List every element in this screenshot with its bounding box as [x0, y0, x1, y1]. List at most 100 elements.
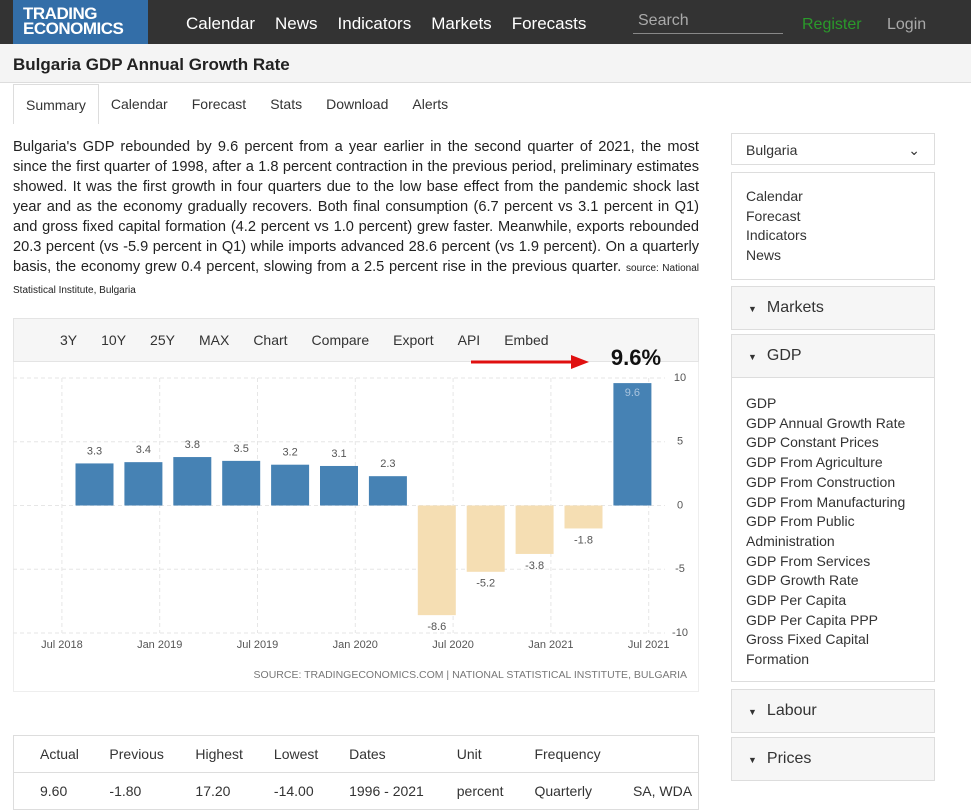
cell: -14.00 — [273, 783, 314, 799]
bar — [173, 457, 212, 506]
bar — [222, 460, 261, 506]
tab[interactable]: Download — [326, 96, 389, 112]
tab[interactable]: Forecast — [191, 96, 247, 112]
cell: 1996 - 2021 — [349, 783, 424, 799]
header-cell: Unit — [456, 746, 482, 762]
menu-item[interactable]: Markets — [431, 14, 492, 33]
toolbar-button[interactable]: 3Y — [60, 332, 78, 348]
bar — [613, 383, 652, 506]
toolbar-button[interactable]: Chart — [253, 332, 288, 348]
cell: SA, WDA — [632, 783, 693, 799]
gdp-link[interactable]: GDP From Public Administration — [746, 513, 855, 549]
gdp-link[interactable]: GDP Constant Prices — [746, 434, 879, 451]
x-tick-label: Jan 2020 — [333, 639, 378, 651]
menu-item[interactable]: Forecasts — [511, 14, 587, 33]
x-tick-label: Jul 2018 — [41, 639, 83, 651]
header-cell: Frequency — [534, 746, 601, 762]
data-row: 9.60 -1.80 17.20 -14.00 1996 - 2021 percent Qu… — [14, 773, 699, 810]
menu-item[interactable]: News — [275, 14, 318, 33]
bar — [564, 505, 603, 529]
register[interactable]: Register — [802, 16, 862, 33]
data-label: 3.3 — [87, 445, 102, 457]
bar — [271, 464, 310, 506]
tab[interactable]: Summary — [13, 84, 99, 124]
side-link[interactable]: News — [746, 247, 782, 264]
summary: Bulgaria's GDP rebounded by 9.6 percent … — [13, 137, 699, 301]
chevron: ⌄ — [908, 142, 920, 158]
cell: Quarterly — [534, 783, 593, 799]
data-label: 3.8 — [185, 439, 200, 451]
gdp-link[interactable]: GDP From Services — [746, 552, 871, 569]
header-cell — [607, 736, 699, 773]
bar — [515, 505, 554, 554]
toolbar-button[interactable]: API — [457, 332, 481, 348]
side-link[interactable]: Calendar — [746, 188, 803, 204]
y-tick-label: 10 — [674, 372, 686, 384]
gdp-link[interactable]: GDP Per Capita — [746, 592, 847, 609]
toolbar-button[interactable]: MAX — [198, 332, 230, 348]
section-header[interactable]: ▼ Markets — [731, 286, 935, 330]
side-links: Calendar Forecast Indicators News — [731, 172, 935, 280]
data-label: -1.8 — [574, 534, 593, 546]
tab[interactable]: Alerts — [412, 96, 449, 112]
section-title: Labour — [766, 702, 817, 719]
bar — [466, 505, 505, 572]
gdp-link[interactable]: GDP Growth Rate — [746, 572, 859, 589]
x-tick-label: Jan 2021 — [528, 639, 573, 651]
caret: ▼ — [748, 352, 757, 362]
logo[interactable]: TRADING ECONOMICS — [13, 0, 148, 44]
annotation: 9.6% — [611, 345, 661, 370]
arrow-head — [571, 355, 589, 369]
gdp-link[interactable]: GDP — [746, 395, 777, 411]
side-link[interactable]: Indicators — [746, 227, 807, 244]
cell: percent — [456, 783, 504, 799]
side-link[interactable]: Forecast — [746, 207, 801, 224]
section-header[interactable]: ▼ Labour — [731, 689, 935, 733]
section-header[interactable]: ▼ Prices — [731, 737, 935, 781]
y-tick-label: -10 — [672, 627, 688, 639]
summary-source: source: National Statistical Institute, … — [13, 263, 699, 296]
header-cell: Dates — [349, 746, 386, 762]
gdp-link[interactable]: GDP Annual Growth Rate — [746, 414, 906, 431]
menu-item[interactable]: Indicators — [337, 14, 412, 33]
gdp-link[interactable]: GDP From Manufacturing — [746, 493, 906, 510]
menu-item[interactable]: Calendar — [186, 14, 255, 33]
caret: ▼ — [748, 755, 757, 765]
toolbar-button[interactable]: Embed — [504, 332, 549, 348]
section-header[interactable]: ▼ GDP — [731, 334, 935, 378]
data-label: 2.3 — [380, 458, 395, 470]
toolbar-button[interactable]: 25Y — [150, 332, 175, 348]
gdp-link[interactable]: GDP From Agriculture — [746, 454, 883, 471]
bar — [124, 462, 163, 506]
stats-table: Actual Previous Highest Lowest Dates Unit Freq… — [13, 735, 699, 810]
header-cell: Lowest — [273, 746, 319, 762]
caret: ▼ — [748, 304, 757, 314]
bar — [417, 505, 456, 616]
tab[interactable]: Calendar — [110, 96, 168, 112]
search-box[interactable]: Search — [633, 10, 783, 34]
country-select[interactable]: Bulgaria ⌄ — [731, 133, 935, 165]
gdp-link[interactable]: GDP Per Capita PPP — [746, 611, 879, 628]
header-cell: Actual — [40, 746, 79, 762]
gdp-link[interactable]: Gross Fixed Capital Formation — [746, 631, 869, 668]
header-row: Actual Previous Highest Lowest Dates Unit Freq… — [13, 736, 699, 773]
y-tick-label: 5 — [677, 436, 683, 448]
gdp-link[interactable]: GDP From Construction — [746, 473, 896, 490]
login[interactable]: Login — [887, 16, 927, 33]
cell: -1.80 — [109, 783, 142, 799]
tabs: Summary Calendar Forecast Stats Download Aler… — [13, 84, 460, 124]
tab[interactable]: Stats — [270, 96, 303, 112]
toolbar-button[interactable]: Export — [393, 332, 434, 348]
chart: 10 5 0 -5 -10 Jul 2018 Jan 2019 Jul 2019 Jan 202… — [13, 345, 688, 681]
toolbar-button[interactable]: 10Y — [101, 332, 127, 348]
data-label: 3.5 — [234, 443, 249, 455]
data-label: -5.2 — [476, 578, 495, 590]
toolbar-button[interactable]: Compare — [311, 332, 370, 348]
header-cell: Highest — [195, 746, 243, 762]
section-title: GDP — [766, 347, 802, 364]
x-tick-label: Jul 2019 — [237, 639, 279, 651]
section-title: Markets — [766, 299, 824, 316]
cell: 9.60 — [40, 783, 68, 799]
